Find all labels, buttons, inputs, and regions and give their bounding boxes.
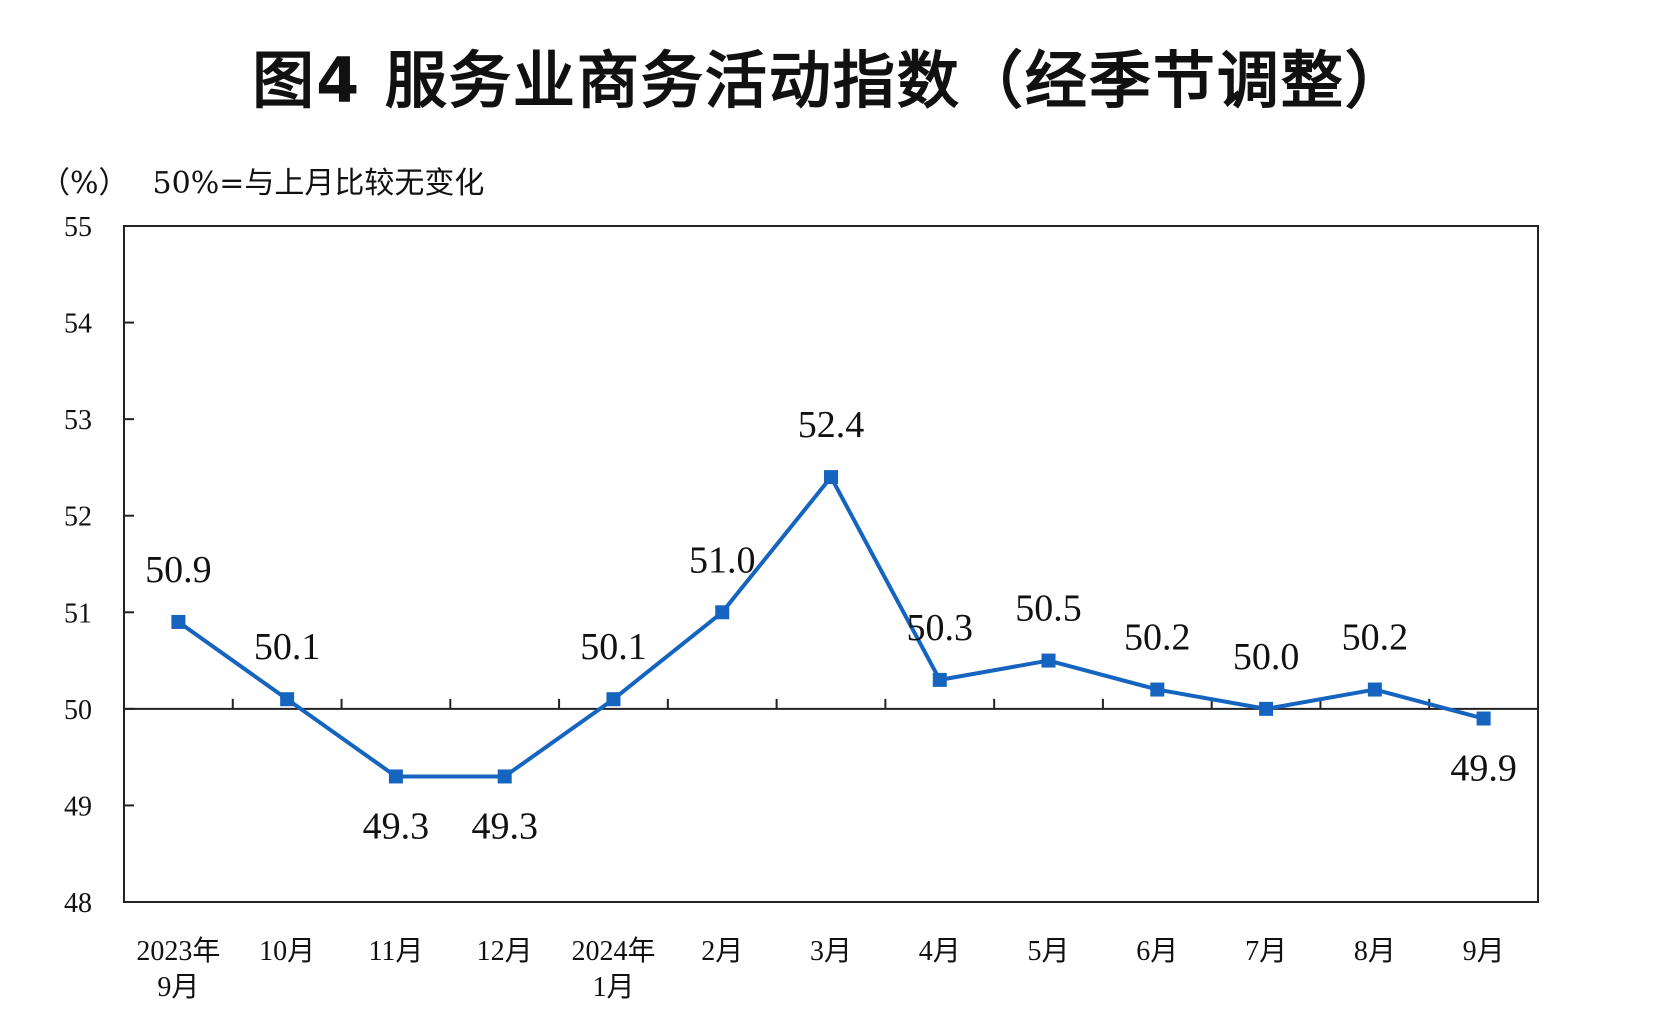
- data-point: [824, 470, 838, 485]
- data-point: [715, 605, 730, 620]
- x-tick-label: 4月: [919, 936, 961, 967]
- data-point: [1150, 682, 1165, 697]
- y-tick-label: 49: [64, 791, 92, 822]
- reference-note: 50%=与上月比较无变化: [152, 166, 485, 201]
- data-point: [280, 692, 295, 707]
- x-tick-label: 10月: [259, 936, 315, 967]
- data-point: [171, 614, 186, 629]
- data-label: 50.5: [1015, 588, 1082, 630]
- x-tick-label: 9月: [1463, 936, 1505, 967]
- data-point: [606, 692, 621, 707]
- x-tick-label: 3月: [810, 936, 852, 967]
- data-point: [1476, 711, 1491, 726]
- data-label: 49.3: [363, 805, 430, 847]
- data-label: 52.4: [798, 404, 865, 446]
- data-label: 49.3: [471, 805, 538, 847]
- x-tick-label: 8月: [1354, 936, 1396, 967]
- x-tick-label: 11月: [368, 936, 423, 967]
- data-label: 50.2: [1124, 617, 1191, 659]
- data-label: 50.9: [145, 549, 212, 591]
- data-label: 51.0: [689, 539, 756, 581]
- axis-note: （%） 50%=与上月比较无变化: [40, 158, 508, 202]
- data-label: 50.2: [1342, 617, 1409, 659]
- data-label: 49.9: [1450, 748, 1517, 790]
- y-tick-label: 48: [64, 888, 92, 919]
- x-tick-label: 2月: [701, 936, 743, 967]
- x-tick-label: 6月: [1136, 936, 1178, 967]
- y-tick-label: 53: [64, 405, 92, 436]
- data-point: [1367, 682, 1382, 697]
- chart-title: 图4 服务业商务活动指数（经季节调整）: [252, 44, 1409, 117]
- x-tick-label: 7月: [1245, 936, 1287, 967]
- data-point: [1041, 653, 1056, 668]
- series-line: [177, 475, 1485, 779]
- x-tick-label: 12月: [477, 936, 533, 967]
- x-tick-label: 2023年 9月: [136, 935, 220, 1003]
- y-tick-label: 50: [64, 695, 92, 726]
- y-tick-label: 55: [64, 212, 92, 243]
- x-tick-label: 5月: [1028, 936, 1070, 967]
- data-label: 50.3: [907, 607, 974, 649]
- data-point: [932, 672, 947, 687]
- data-point: [1259, 701, 1274, 716]
- data-label: 50.1: [254, 626, 321, 668]
- x-tick-label: 2024年 1月: [571, 935, 655, 1003]
- plot-frame: [123, 225, 1539, 903]
- data-point: [497, 769, 512, 784]
- data-label: 50.1: [580, 626, 647, 668]
- y-tick-label: 52: [64, 502, 92, 533]
- data-label: 50.0: [1233, 636, 1300, 678]
- data-point: [388, 769, 403, 784]
- y-tick-label: 54: [64, 309, 92, 340]
- y-unit-label: （%）: [40, 166, 129, 201]
- y-tick-label: 51: [64, 598, 92, 629]
